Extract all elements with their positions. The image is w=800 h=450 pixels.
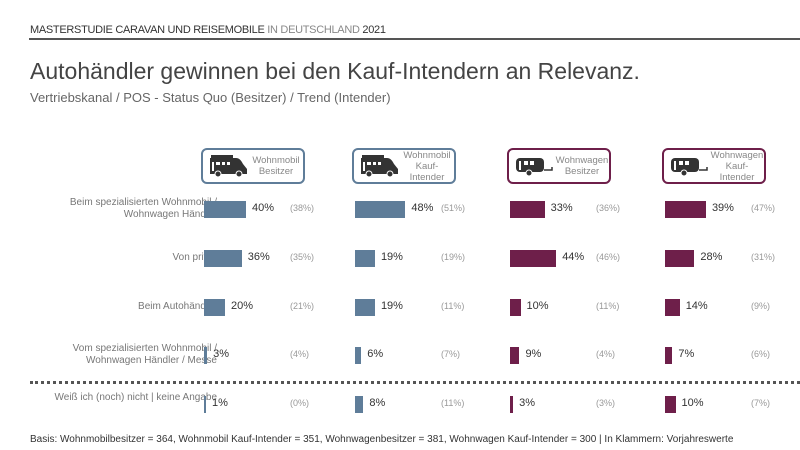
dotted-divider <box>30 381 800 384</box>
data-label: 8% <box>369 397 386 409</box>
category-label: Beim Autohändler <box>138 301 217 312</box>
previous-year-label: (0%) <box>290 398 310 408</box>
bar <box>204 201 246 218</box>
bar <box>665 299 680 316</box>
bar <box>204 299 225 316</box>
bar <box>510 250 557 267</box>
bar <box>355 396 364 413</box>
series-header-3: Wohnwagen Besitzer <box>507 148 611 184</box>
header-rule <box>29 38 800 40</box>
supertitle-year: 2021 <box>362 24 386 36</box>
bar <box>204 250 242 267</box>
data-label: 33% <box>550 202 573 214</box>
data-label: 44% <box>562 251 585 263</box>
caravan-icon <box>516 158 553 177</box>
series-name: Wohnmobil Kauf-Intender <box>403 149 451 183</box>
data-label: 28% <box>700 251 723 263</box>
bar <box>665 396 676 413</box>
data-label: 19% <box>380 251 403 263</box>
bar <box>665 201 706 218</box>
data-label: 6% <box>367 348 384 360</box>
series-header-4: Wohnwagen Kauf-Intender <box>662 148 766 184</box>
previous-year-label: (11%) <box>596 301 620 311</box>
data-label: 36% <box>247 251 270 263</box>
bar <box>355 250 375 267</box>
bar <box>510 396 514 413</box>
previous-year-label: (4%) <box>596 349 616 359</box>
data-label: 40% <box>252 202 275 214</box>
supertitle: MASTERSTUDIE CARAVAN UND REISEMOBILE IN … <box>30 24 386 36</box>
previous-year-label: (19%) <box>441 252 466 262</box>
data-label: 3% <box>213 348 230 360</box>
page-title: Autohändler gewinnen bei den Kauf-Intend… <box>30 58 640 84</box>
bar <box>510 201 545 218</box>
previous-year-label: (7%) <box>441 349 461 359</box>
previous-year-label: (46%) <box>596 252 621 262</box>
bar <box>355 201 406 218</box>
bar <box>204 347 208 364</box>
data-label: 39% <box>711 202 734 214</box>
data-label: 19% <box>380 300 403 312</box>
category-label: Von privat <box>172 252 217 263</box>
previous-year-label: (38%) <box>290 203 315 213</box>
series-header-1: Wohnmobil Besitzer <box>201 148 305 184</box>
data-label: 3% <box>519 397 536 409</box>
data-label: 48% <box>411 202 434 214</box>
motorhome-icon <box>361 155 398 178</box>
motorhome-icon <box>210 155 247 178</box>
supertitle-main: MASTERSTUDIE CARAVAN UND REISEMOBILE <box>30 24 265 36</box>
bar <box>355 347 362 364</box>
data-label: 1% <box>212 397 228 409</box>
bar <box>204 396 206 413</box>
previous-year-label: (4%) <box>290 349 310 359</box>
data-label: 14% <box>685 300 708 312</box>
previous-year-label: (3%) <box>596 398 616 408</box>
footnote: Basis: Wohnmobilbesitzer = 364, Wohnmobi… <box>30 434 734 445</box>
data-label: 20% <box>231 300 254 312</box>
data-label: 7% <box>678 348 695 360</box>
series-header-2: Wohnmobil Kauf-Intender <box>352 148 456 184</box>
previous-year-label: (35%) <box>290 252 315 262</box>
bar <box>510 347 520 364</box>
data-label: 10% <box>681 397 704 409</box>
caravan-icon <box>671 158 708 177</box>
category-label: Beim spezialisierten Wohnmobil / Wohnwag… <box>69 197 217 220</box>
series-name: Wohnmobil Besitzer <box>252 155 300 177</box>
supertitle-light: IN DEUTSCHLAND <box>267 24 360 36</box>
bar <box>665 347 673 364</box>
previous-year-label: (47%) <box>751 203 776 213</box>
data-label: 10% <box>526 300 549 312</box>
bar <box>355 299 375 316</box>
previous-year-label: (9%) <box>751 301 771 311</box>
page-subtitle: Vertriebskanal / POS - Status Quo (Besit… <box>30 90 391 105</box>
previous-year-label: (21%) <box>290 301 315 311</box>
previous-year-label: (6%) <box>751 349 771 359</box>
previous-year-label: (11%) <box>441 301 465 311</box>
data-label: 9% <box>525 348 542 360</box>
previous-year-label: (51%) <box>441 203 466 213</box>
previous-year-label: (31%) <box>751 252 776 262</box>
bar <box>665 250 695 267</box>
previous-year-label: (36%) <box>596 203 621 213</box>
previous-year-label: (11%) <box>441 398 465 408</box>
category-label: Weiß ich (noch) nicht | keine Angabe <box>54 392 218 403</box>
series-name: Wohnwagen Besitzer <box>555 155 609 177</box>
previous-year-label: (7%) <box>751 398 771 408</box>
bar <box>510 299 521 316</box>
series-name: Wohnwagen Kauf-Intender <box>710 149 764 183</box>
category-label: Vom spezialisierten Wohnmobil / Wohnwage… <box>72 343 217 366</box>
